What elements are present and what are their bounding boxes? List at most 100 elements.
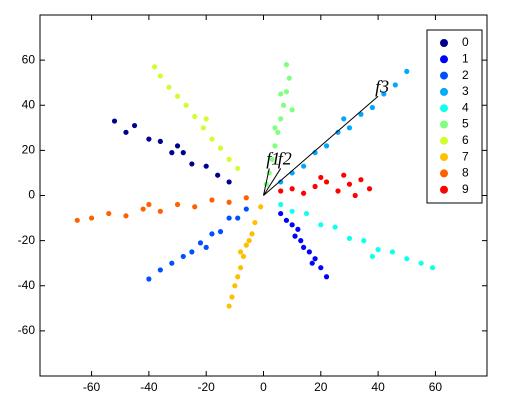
- x-tick-label: 0: [260, 380, 267, 394]
- point: [352, 192, 358, 199]
- point: [88, 215, 95, 221]
- point: [252, 219, 258, 226]
- point: [318, 222, 324, 228]
- legend-marker: [440, 169, 448, 178]
- point: [74, 217, 80, 223]
- legend-marker: [440, 153, 448, 162]
- point: [131, 122, 138, 129]
- point: [278, 210, 284, 217]
- point: [189, 161, 195, 167]
- legend-label: 6: [462, 133, 469, 147]
- point: [275, 129, 281, 135]
- legend-marker: [440, 136, 448, 145]
- point: [404, 68, 410, 75]
- point: [369, 253, 375, 260]
- point: [243, 195, 249, 201]
- point: [152, 64, 158, 70]
- y-tick-label: 60: [22, 52, 36, 66]
- legend-label: 2: [462, 68, 469, 82]
- point: [301, 244, 307, 250]
- point: [243, 242, 249, 248]
- point: [346, 125, 353, 131]
- legend-box: [426, 29, 483, 204]
- point: [215, 172, 221, 178]
- point: [226, 303, 232, 309]
- legend-label: 4: [462, 100, 469, 114]
- point: [217, 229, 224, 235]
- point: [106, 210, 112, 217]
- point: [332, 224, 338, 230]
- point: [298, 238, 304, 244]
- point: [226, 179, 232, 185]
- point: [226, 156, 232, 162]
- point: [346, 235, 353, 241]
- arrow: [263, 168, 282, 196]
- point: [366, 186, 373, 192]
- annotation: f2: [278, 149, 292, 169]
- point: [235, 274, 241, 280]
- point: [278, 116, 284, 122]
- point: [361, 238, 367, 244]
- point: [146, 136, 152, 142]
- point: [157, 138, 163, 144]
- arrow: [263, 168, 270, 196]
- point: [229, 294, 235, 300]
- point: [289, 107, 295, 113]
- point: [306, 249, 312, 255]
- point: [226, 215, 232, 221]
- point: [157, 267, 163, 273]
- point: [203, 244, 209, 250]
- point: [286, 75, 292, 81]
- point: [174, 143, 181, 149]
- point: [209, 231, 215, 237]
- legend-marker: [440, 120, 448, 129]
- point: [237, 265, 244, 271]
- point: [272, 143, 278, 149]
- point: [123, 213, 129, 219]
- point: [237, 249, 244, 255]
- point: [318, 265, 324, 271]
- point: [217, 145, 224, 151]
- point: [226, 199, 232, 205]
- point: [323, 274, 330, 280]
- point: [235, 165, 241, 172]
- legend-marker: [440, 185, 448, 194]
- point: [375, 247, 381, 253]
- point: [301, 163, 307, 169]
- point: [381, 91, 387, 97]
- x-tick-label: 20: [314, 380, 328, 394]
- point: [358, 177, 364, 183]
- legend-label: 1: [462, 51, 469, 65]
- point: [335, 188, 341, 194]
- point: [301, 190, 307, 196]
- point: [174, 93, 181, 99]
- y-tick-label: 0: [28, 188, 35, 202]
- y-tick-label: -20: [18, 233, 36, 247]
- annotation: f1: [266, 149, 280, 169]
- point: [192, 204, 198, 210]
- point: [203, 116, 209, 122]
- point: [289, 222, 295, 228]
- x-tick-label: 60: [429, 380, 443, 394]
- y-tick-label: 40: [22, 97, 36, 111]
- legend-label: 8: [462, 166, 469, 180]
- point: [174, 201, 181, 208]
- point: [358, 111, 364, 117]
- point: [404, 256, 410, 262]
- point: [200, 125, 206, 131]
- point: [192, 113, 198, 120]
- point: [392, 82, 398, 88]
- point: [272, 125, 278, 131]
- point: [249, 231, 255, 237]
- point: [335, 129, 341, 135]
- point: [283, 89, 290, 95]
- point: [278, 188, 284, 194]
- point: [146, 201, 152, 208]
- point: [312, 256, 318, 262]
- legend-label: 5: [462, 117, 469, 131]
- legend-label: 9: [462, 182, 469, 196]
- x-tick-label: 40: [371, 380, 385, 394]
- point: [243, 206, 249, 212]
- point: [283, 62, 290, 68]
- point: [209, 197, 215, 203]
